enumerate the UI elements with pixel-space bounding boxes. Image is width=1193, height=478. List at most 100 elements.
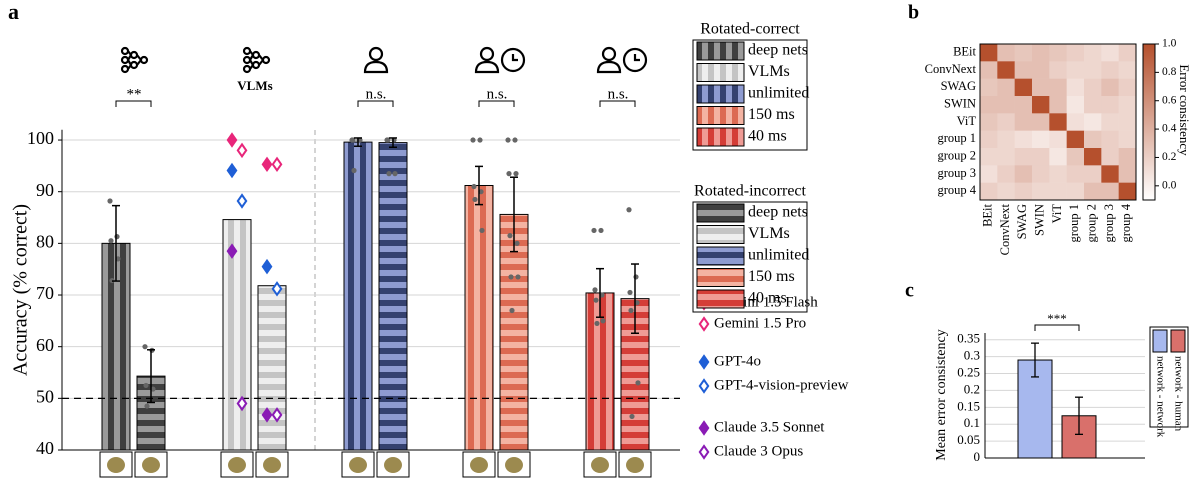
colorbar-tick-label: 0.0 [1162,179,1177,191]
colorbar-tick-label: 0.2 [1162,151,1177,163]
heatmap-cell [1049,44,1067,62]
data-point [392,171,397,176]
colorbar-tick-label: 1.0 [1162,38,1177,50]
y-tick-label: 0.1 [964,415,980,430]
panel-label: b [908,2,919,24]
y-tick-label: 50 [36,386,54,406]
heatmap-cell [1101,165,1119,183]
model-marker [228,134,236,146]
y-tick-label: 40 [36,438,54,458]
heatmap-cell [997,96,1015,114]
y-tick-label: 90 [36,180,54,200]
y-tick-label: 70 [36,283,54,303]
figure: aAccuracy (% correct)405060708090100**VL… [0,0,1193,478]
row-label: SWAG [941,79,976,93]
legend-label: VLMs [748,63,790,80]
significance-label: *** [1047,311,1067,326]
legend-swatch [697,290,744,308]
heatmap-cell [1084,148,1102,166]
heatmap-cell [980,183,998,201]
heatmap-cell [1015,44,1033,62]
heatmap-cell [1084,96,1102,114]
network-icon [122,48,147,72]
heatmap-cell [997,61,1015,79]
heatmap-cell [980,61,998,79]
legend-swatch [697,64,744,82]
y-tick-label: 0.35 [957,331,980,346]
colorbar-tick-label: 0.6 [1162,94,1177,106]
heatmap-cell [1119,183,1137,201]
legend-label: Gemini 1.5 Pro [714,315,806,331]
heatmap-cell [1032,183,1050,201]
data-point [507,233,512,238]
significance-label: ** [127,86,142,102]
y-tick-label: 60 [36,335,54,355]
data-point [114,234,119,239]
row-label: group 1 [937,131,976,145]
legend-swatch [697,128,744,146]
column-label: BEit [981,203,995,226]
data-point [600,318,605,323]
heatmap-cell [980,165,998,183]
y-tick-label: 0.15 [957,398,980,413]
column-label: group 3 [1102,204,1116,243]
heatmap-cell [1015,183,1033,201]
stimulus-image [591,457,609,473]
column-label: group 2 [1085,204,1099,243]
heatmap-cell [1032,61,1050,79]
data-point [628,308,633,313]
heatmap-cell [997,165,1015,183]
heatmap-cell [997,79,1015,97]
row-label: ViT [957,114,977,128]
heatmap-cell [1084,44,1102,62]
legend-swatch [697,42,744,60]
heatmap-cell [980,113,998,131]
heatmap-cell [1119,96,1137,114]
stimulus-image [228,457,246,473]
colorbar [1143,44,1155,200]
heatmap-cell [1101,131,1119,149]
stimulus-image [626,457,644,473]
model-marker [273,158,281,170]
legend-label: deep nets [748,42,808,59]
legend-label: deep nets [748,204,808,221]
column-label: group 4 [1119,203,1133,242]
stimulus-image [142,457,160,473]
heatmap-cell [1119,61,1137,79]
heatmap-cell [1015,148,1033,166]
heatmap-cell [1119,165,1137,183]
model-marker [238,144,246,156]
heatmap-cell [1119,148,1137,166]
y-tick-label: 80 [36,231,54,251]
stimulus-image [505,457,523,473]
heatmap-cell [1032,165,1050,183]
legend-label: unlimited [748,247,809,264]
data-point [635,380,640,385]
heatmap-cell [1067,96,1085,114]
group-label: VLMs [237,78,272,93]
heatmap-cell [1015,165,1033,183]
y-tick-label: 0.25 [957,365,980,380]
heatmap-cell [1084,183,1102,201]
data-point [472,197,477,202]
data-point [508,274,513,279]
y-tick-label: 0.2 [964,381,980,396]
row-label: group 3 [937,166,976,180]
heatmap-cell [1049,183,1067,201]
column-label: SWIN [1033,204,1047,236]
data-point [591,228,596,233]
significance-label: n.s. [487,86,508,102]
heatmap-cell [980,96,998,114]
data-point [386,171,391,176]
heatmap-cell [1084,165,1102,183]
heatmap-cell [1084,61,1102,79]
heatmap-cell [1067,79,1085,97]
data-point [144,403,149,408]
heatmap-cell [1067,165,1085,183]
legend-title: Rotated-correct [700,21,800,38]
legend-marker [700,318,708,330]
significance-label: n.s. [608,86,629,102]
column-label: ConvNext [998,203,1012,255]
legend-label: VLMs [748,225,790,242]
stimulus-image [107,457,125,473]
